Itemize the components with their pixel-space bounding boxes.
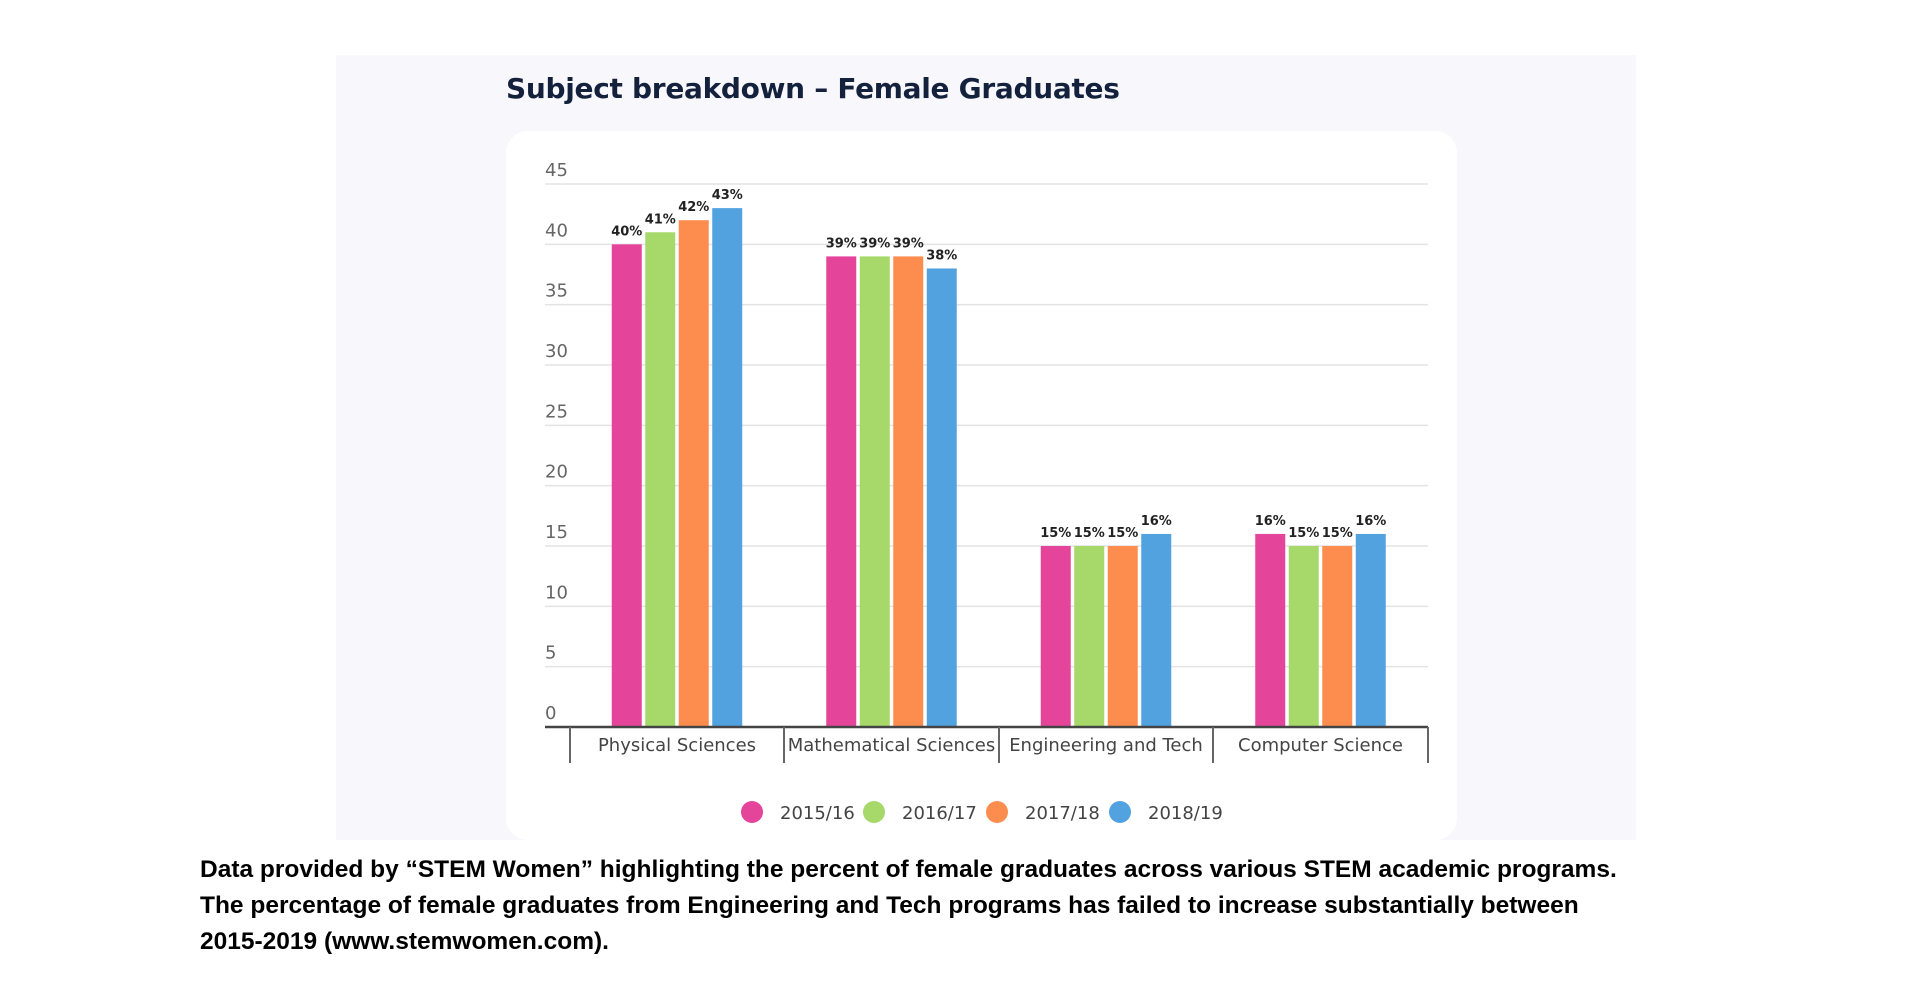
- legend-label: 2018/19: [1148, 803, 1223, 824]
- y-tick-label: 0: [545, 703, 556, 724]
- x-category-label: Mathematical Sciences: [788, 735, 996, 756]
- data-label: 39%: [826, 236, 857, 251]
- x-category-label: Physical Sciences: [598, 735, 756, 756]
- bar: [1255, 533, 1286, 727]
- bar: [1322, 546, 1353, 727]
- bar: [826, 256, 857, 727]
- data-label: 39%: [893, 236, 924, 251]
- data-label: 42%: [678, 200, 709, 215]
- y-tick-label: 45: [545, 160, 568, 181]
- data-label: 15%: [1107, 526, 1138, 541]
- bar: [1288, 546, 1319, 727]
- x-category-label: Engineering and Tech: [1009, 735, 1203, 756]
- bar: [1040, 546, 1071, 727]
- data-label: 15%: [1040, 526, 1071, 541]
- data-label: 41%: [645, 212, 676, 227]
- data-label: 40%: [611, 224, 642, 239]
- legend-label: 2015/16: [780, 803, 855, 824]
- y-tick-label: 10: [545, 582, 568, 603]
- bar: [926, 268, 957, 727]
- bar: [1074, 546, 1105, 727]
- bar: [678, 220, 709, 727]
- data-label: 16%: [1355, 514, 1386, 529]
- legend-label: 2016/17: [902, 803, 977, 824]
- legend-label: 2017/18: [1025, 803, 1100, 824]
- data-label: 15%: [1322, 526, 1353, 541]
- bar: [893, 256, 924, 727]
- caption-line-3: 2015-2019 (www.stemwomen.com).: [200, 928, 609, 955]
- chart-title: Subject breakdown – Female Graduates: [506, 72, 1120, 105]
- legend-swatch: [1109, 801, 1131, 823]
- data-label: 16%: [1255, 514, 1286, 529]
- data-label: 38%: [926, 248, 957, 263]
- data-label: 16%: [1141, 514, 1172, 529]
- y-tick-label: 40: [545, 220, 568, 241]
- figure-caption: Data provided by “STEM Women” highlighti…: [200, 852, 1760, 960]
- data-label: 39%: [859, 236, 890, 251]
- y-tick-label: 35: [545, 281, 568, 302]
- bar: [1107, 546, 1138, 727]
- y-tick-label: 25: [545, 401, 568, 422]
- bar: [611, 244, 642, 728]
- legend-swatch: [863, 801, 885, 823]
- data-label: 43%: [712, 188, 743, 203]
- y-tick-label: 5: [545, 643, 556, 664]
- legend-swatch: [986, 801, 1008, 823]
- bar: [1141, 533, 1172, 727]
- legend-swatch: [741, 801, 763, 823]
- y-tick-label: 20: [545, 462, 568, 483]
- x-category-label: Computer Science: [1238, 735, 1403, 756]
- bar: [712, 208, 743, 728]
- bar: [645, 232, 676, 727]
- caption-line-2: The percentage of female graduates from …: [200, 892, 1579, 919]
- y-tick-label: 30: [545, 341, 568, 362]
- data-label: 15%: [1074, 526, 1105, 541]
- data-label: 15%: [1288, 526, 1319, 541]
- caption-line-1: Data provided by “STEM Women” highlighti…: [200, 856, 1617, 883]
- bar: [859, 256, 890, 727]
- bar: [1355, 533, 1386, 727]
- y-tick-label: 15: [545, 522, 568, 543]
